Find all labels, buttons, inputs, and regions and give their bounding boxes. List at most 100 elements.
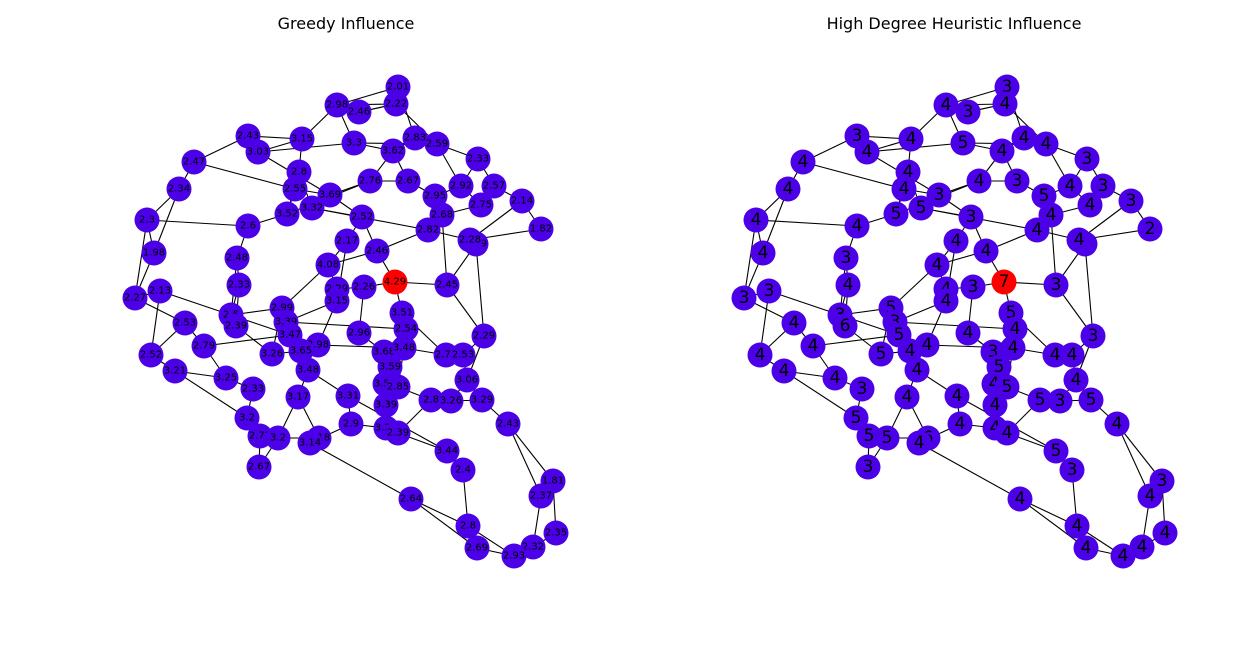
graph-edge (285, 321, 407, 330)
node-label: 2.67 (397, 176, 419, 187)
node-label: 2.69 (466, 543, 488, 554)
graph-node (282, 176, 308, 202)
graph-node (1129, 534, 1155, 560)
graph-node (1152, 520, 1178, 546)
graph-node (1043, 438, 1069, 464)
high-degree-title: High Degree Heuristic Influence (827, 14, 1082, 33)
node-label: 3 (1126, 191, 1137, 211)
graph-node (960, 274, 986, 300)
node-label: 4.08 (317, 260, 339, 271)
node-label: 2.82 (417, 225, 439, 236)
node-label: 4 (899, 179, 910, 199)
node-label: 3 (963, 102, 974, 122)
node-label: 2.72 (435, 350, 457, 361)
graph-node (297, 430, 323, 456)
graph-node (904, 357, 930, 383)
graph-node (468, 192, 494, 218)
node-label: 3.2 (239, 413, 255, 424)
graph-node (295, 357, 321, 383)
graph-node (364, 238, 390, 264)
graph-edge (146, 219, 249, 227)
graph-node (933, 92, 959, 118)
node-label: 5 (958, 133, 969, 153)
node-label: 3 (1002, 77, 1013, 97)
graph-node (259, 341, 285, 367)
node-label: 2.59 (426, 139, 448, 150)
graph-node (1090, 173, 1116, 199)
graph-node (265, 425, 291, 451)
node-label: 2.68 (431, 210, 453, 221)
node-label: 6 (840, 316, 851, 336)
graph-node (891, 176, 917, 202)
node-label: 4 (951, 231, 962, 251)
node-label: 4 (1160, 523, 1171, 543)
node-label: 3 (841, 248, 852, 268)
graph-node (1004, 168, 1030, 194)
node-label: 3.48 (393, 343, 415, 354)
node-label: 3.06 (456, 375, 478, 386)
graph-node (849, 376, 875, 402)
node-label: 4 (922, 335, 933, 355)
node-label: 5 (876, 344, 887, 364)
graph-node (1110, 543, 1136, 569)
node-label: 5 (1039, 186, 1050, 206)
node-label: 5 (916, 198, 927, 218)
graph-node (1057, 173, 1083, 199)
graph-node (434, 272, 460, 298)
node-label: 3.32 (301, 203, 323, 214)
node-label: 3.29 (471, 395, 493, 406)
node-label: 4 (941, 95, 952, 115)
graph-node (883, 201, 909, 227)
node-label: 3.48 (297, 365, 319, 376)
node-label: 5 (1002, 377, 1013, 397)
node-label: 4 (902, 387, 913, 407)
graph-node (385, 374, 411, 400)
node-label: 4 (755, 345, 766, 365)
node-label: 4 (1019, 128, 1030, 148)
graph-edge (410, 498, 478, 549)
node-label: 3 (1082, 149, 1093, 169)
graph-node (223, 313, 249, 339)
node-label: 4 (997, 141, 1008, 161)
graph-node (357, 168, 383, 194)
node-label: 5 (1035, 390, 1046, 410)
graph-node (385, 420, 411, 446)
node-label: 4 (1118, 546, 1129, 566)
graph-node (450, 457, 476, 483)
node-label: 5 (1086, 390, 1097, 410)
node-label: 3.51 (391, 308, 413, 319)
node-label: 3.21 (164, 366, 186, 377)
graph-node (933, 288, 959, 314)
graph-node (950, 130, 976, 156)
node-label: 3 (1157, 471, 1168, 491)
graph-node (471, 323, 497, 349)
node-label: 4 (1032, 220, 1043, 240)
node-label: 2.72 (249, 431, 271, 442)
graph-edge (743, 219, 757, 299)
graph-node (1074, 146, 1100, 172)
node-label: 3.39 (375, 400, 397, 411)
node-label: 3 (968, 277, 979, 297)
node-label: 2.43 (497, 419, 519, 430)
graph-node (338, 411, 364, 437)
node-label: 2.27 (124, 293, 146, 304)
graph-edge (918, 442, 1021, 500)
node-label: 3 (852, 126, 863, 146)
node-label: 3 (1088, 326, 1099, 346)
graph-node (790, 149, 816, 175)
node-label: 4 (798, 152, 809, 172)
node-label: 5 (994, 357, 1005, 377)
graph-edge (783, 370, 857, 419)
node-label: 3.44 (436, 446, 458, 457)
graph-node (224, 245, 250, 271)
graph-node (335, 383, 361, 409)
node-label: 5 (886, 298, 897, 318)
node-label: 4 (1067, 345, 1078, 365)
graph-node (285, 384, 311, 410)
graph-node (288, 338, 314, 364)
node-label: 2.67 (248, 462, 270, 473)
node-label: 4 (779, 361, 790, 381)
graph-node (973, 238, 999, 264)
graph-node (351, 274, 377, 300)
graph-node (1118, 188, 1144, 214)
